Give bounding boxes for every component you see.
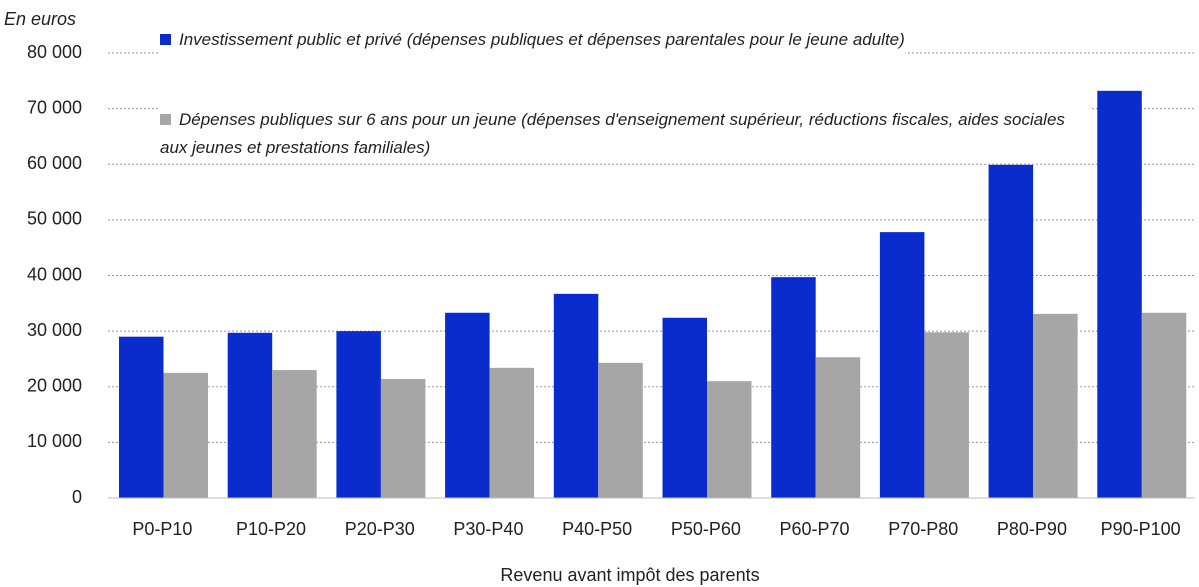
y-tick-label: 40 000: [27, 264, 82, 284]
legend-label: Dépenses publiques sur 6 ans pour un jeu…: [160, 110, 1065, 157]
y-tick-label: 70 000: [27, 97, 82, 117]
x-tick-label: P0-P10: [132, 519, 192, 539]
bar: [1141, 312, 1187, 498]
y-tick-label: 0: [72, 487, 82, 507]
x-tick-label: P30-P40: [453, 519, 523, 539]
bar: [662, 317, 707, 498]
bar: [553, 293, 599, 498]
x-tick-label: P10-P20: [236, 519, 306, 539]
legend-item: Investissement public et privé (dépenses…: [160, 26, 905, 54]
bar: [119, 336, 164, 498]
bar: [380, 378, 426, 498]
bar: [1097, 90, 1142, 498]
x-tick-label: P80-P90: [997, 519, 1067, 539]
x-tick-label: P90-P100: [1101, 519, 1181, 539]
bar: [598, 362, 643, 498]
y-tick-label: 60 000: [27, 153, 82, 173]
bar: [988, 164, 1034, 498]
bar: [707, 381, 752, 498]
y-tick-label: 30 000: [27, 320, 82, 340]
legend-label: Investissement public et privé (dépenses…: [179, 30, 905, 49]
y-axis-title: En euros: [4, 9, 76, 29]
x-tick-label: P60-P70: [780, 519, 850, 539]
bar: [336, 331, 381, 498]
bar: [771, 277, 816, 498]
bar: [227, 332, 273, 498]
x-axis-title: Revenu avant impôt des parents: [500, 565, 759, 585]
legend-swatch: [160, 114, 171, 125]
x-tick-label: P20-P30: [345, 519, 415, 539]
legend-item: Dépenses publiques sur 6 ans pour un jeu…: [160, 106, 1090, 162]
bar: [272, 370, 317, 498]
y-tick-label: 80 000: [27, 42, 82, 62]
bar: [445, 312, 490, 498]
bar: [815, 357, 861, 498]
y-tick-label: 20 000: [27, 376, 82, 396]
bar: [1033, 313, 1078, 498]
legend-swatch: [160, 34, 171, 45]
bar: [924, 332, 969, 498]
bar: [489, 367, 535, 498]
y-tick-label: 10 000: [27, 431, 82, 451]
x-tick-label: P50-P60: [671, 519, 741, 539]
y-tick-label: 50 000: [27, 209, 82, 229]
x-tick-label: P40-P50: [562, 519, 632, 539]
x-tick-label: P70-P80: [888, 519, 958, 539]
bar: [879, 232, 925, 499]
bar: [163, 372, 208, 498]
